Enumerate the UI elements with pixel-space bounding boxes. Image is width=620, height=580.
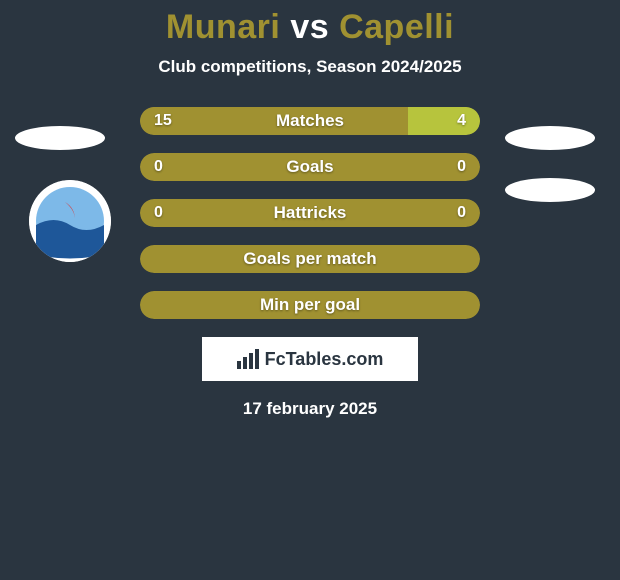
stat-value-right: 4 [457,107,466,135]
bar-chart-icon [237,349,259,369]
stat-value-right: 0 [457,153,466,181]
stat-value-left: 0 [154,153,163,181]
stats-area: Matches154Goals00Hattricks00Goals per ma… [140,107,480,319]
stat-label: Min per goal [140,291,480,319]
player1-name: Munari [166,8,280,46]
player1-placeholder-oval [15,126,105,150]
stat-row: Goals0 0 [140,153,480,181]
stat-label: Matches [140,107,480,135]
stat-label: Hattricks [140,199,480,227]
club-badge-svg [29,180,111,262]
club-badge [29,180,111,262]
player2-name: Capelli [339,8,454,46]
stat-row: Goals per match [140,245,480,273]
subtitle: Club competitions, Season 2024/2025 [0,57,620,77]
source-logo-box: FcTables.com [202,337,418,381]
stat-row: Hattricks0 0 [140,199,480,227]
comparison-title: Munari vs Capelli [0,0,620,47]
stat-value-left: 0 [154,199,163,227]
stat-row: Matches15 4 [140,107,480,135]
stat-label: Goals per match [140,245,480,273]
vs-word: vs [290,8,329,46]
player2-placeholder-oval-2 [505,178,595,202]
player2-placeholder-oval-1 [505,126,595,150]
snapshot-date: 17 february 2025 [0,399,620,419]
stat-label: Goals [140,153,480,181]
stat-row: Min per goal [140,291,480,319]
stat-value-left: 15 [154,107,172,135]
source-logo-text: FcTables.com [265,349,384,370]
stat-value-right: 0 [457,199,466,227]
